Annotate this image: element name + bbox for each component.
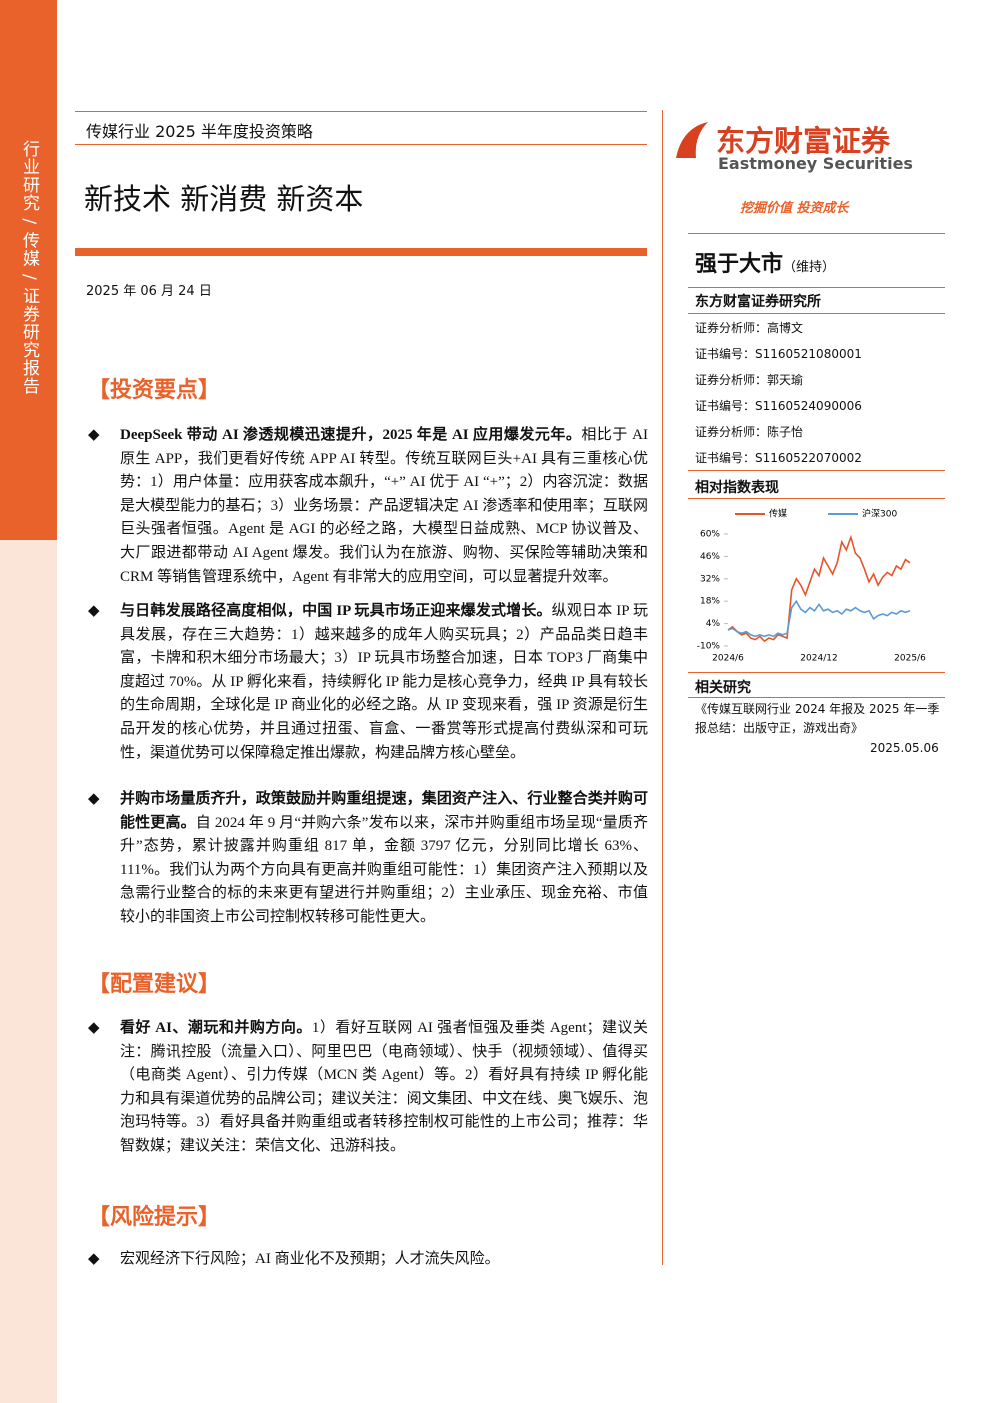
- item-body: 相比于 AI 原生 APP，我们更看好传统 APP AI 转型。传统互联网巨头+…: [120, 427, 648, 585]
- rule: [688, 697, 945, 698]
- rule: [688, 287, 945, 288]
- rule: [75, 144, 647, 145]
- item-text: 宏观经济下行风险；AI 商业化不及预期；人才流失风险。: [120, 1248, 648, 1272]
- report-date: 2025 年 06 月 24 日: [86, 284, 212, 299]
- rating-value: 强于大市: [695, 252, 784, 277]
- report-title: 新技术 新消费 新资本: [84, 182, 364, 216]
- bullet: ◆: [88, 1020, 100, 1036]
- bullet-item: ◆ 与日韩发展路径高度相似，中国 IP 玩具市场正迎来爆发式增长。纵观日本 IP …: [88, 600, 648, 765]
- sidebar: [0, 0, 57, 1403]
- item-body: 纵观日本 IP 玩具发展，存在三大趋势：1）越来越多的成年人购买玩具；2）产品品…: [120, 603, 648, 761]
- legend-label: 沪深300: [862, 508, 897, 520]
- bullet-item: ◆ 宏观经济下行风险；AI 商业化不及预期；人才流失风险。: [88, 1248, 648, 1272]
- rule: [688, 470, 945, 471]
- slogan: 挖掘价值 投资成长: [740, 201, 849, 216]
- chart-heading: 相对指数表现: [695, 480, 779, 496]
- item-text: 看好 AI、潮玩和并购方向。1）看好互联网 AI 强者恒强及垂类 Agent；建…: [120, 1017, 648, 1159]
- y-tick-label: 4%: [706, 619, 721, 629]
- rule: [75, 111, 647, 112]
- rule: [688, 313, 945, 314]
- section-heading: 【风险提示】: [88, 1204, 221, 1229]
- bullet-item: ◆ 并购市场量质齐升，政策鼓励并购重组提速，集团资产注入、行业整合类并购可能性更高…: [88, 788, 648, 930]
- analyst-line: 证书编号：S1160522070002: [695, 451, 862, 465]
- item-body: 1）看好互联网 AI 强者恒强及垂类 Agent；建议关注：腾讯控股（流量入口）…: [120, 1020, 648, 1154]
- sidebar-text: 行业研究 / 传媒 / 证券研究报告: [19, 140, 39, 396]
- related-heading: 相关研究: [695, 680, 751, 696]
- bullet: ◆: [88, 427, 100, 443]
- bullet: ◆: [88, 1251, 100, 1267]
- divider: [662, 110, 663, 1265]
- item-text: DeepSeek 带动 AI 渗透规模迅速提升，2025 年是 AI 应用爆发元…: [120, 424, 648, 589]
- x-tick-label: 2024/6: [712, 654, 744, 664]
- logo-cn: 东方财富证券: [716, 124, 891, 158]
- bullet-item: ◆ 看好 AI、潮玩和并购方向。1）看好互联网 AI 强者恒强及垂类 Agent；…: [88, 1017, 648, 1159]
- item-lead: 与日韩发展路径高度相似，中国 IP 玩具市场正迎来爆发式增长。: [120, 603, 552, 619]
- logo-en: Eastmoney Securities: [718, 154, 913, 173]
- item-lead: DeepSeek 带动 AI 渗透规模迅速提升，2025 年是 AI 应用爆发元…: [120, 427, 582, 443]
- y-tick-label: -10%: [697, 642, 721, 652]
- analyst-line: 证书编号：S1160521080001: [695, 347, 862, 361]
- section-heading: 【投资要点】: [88, 377, 221, 402]
- rating: 强于大市（维持）: [695, 246, 835, 278]
- item-lead: 看好 AI、潮玩和并购方向。: [120, 1020, 312, 1036]
- analyst-line: 证券分析师：郭天瑜: [695, 373, 804, 387]
- x-tick-label: 2025/6: [894, 654, 926, 664]
- x-tick-label: 2024/12: [800, 654, 837, 664]
- title-bar: [75, 248, 647, 256]
- item-lead: 并购市场量质齐升，政策鼓励并购重组提速，集团资产注入、行业整合类并购可能性更高。: [120, 791, 648, 831]
- y-tick-label: 32%: [700, 574, 720, 584]
- item-body: 宏观经济下行风险；AI 商业化不及预期；人才流失风险。: [120, 1251, 500, 1267]
- analyst-line: 证券分析师：高博文: [695, 321, 804, 335]
- related-title: 《传媒互联网行业 2024 年报及 2025 年一季报总结：出版守正，游戏出奇》: [695, 702, 940, 735]
- report-subtitle: 传媒行业 2025 半年度投资策略: [86, 122, 313, 141]
- y-tick-label: 46%: [700, 552, 720, 562]
- institute: 东方财富证券研究所: [695, 294, 821, 310]
- logo-icon: [676, 122, 708, 158]
- bullet: ◆: [88, 791, 100, 807]
- series-line: [727, 534, 911, 643]
- bullet: ◆: [88, 603, 100, 619]
- chart: 60% 46% 32% 18% 4% -10% 2024/6 2024/12 2025/6 传媒 沪…: [697, 508, 926, 664]
- y-tick-label: 18%: [700, 597, 720, 607]
- item-body: 自 2024 年 9 月“并购六条”发布以来，深市并购重组市场呈现“量质齐升”态…: [120, 814, 648, 925]
- legend-label: 传媒: [769, 508, 787, 520]
- analyst-line: 证书编号：S1160524090006: [695, 399, 862, 413]
- rule: [688, 672, 945, 673]
- logo-mark: [672, 118, 712, 166]
- y-tick-label: 60%: [700, 530, 720, 540]
- analyst-line: 证券分析师：陈子怡: [695, 425, 804, 439]
- rule: [688, 233, 945, 234]
- rule: [688, 498, 945, 499]
- item-text: 并购市场量质齐升，政策鼓励并购重组提速，集团资产注入、行业整合类并购可能性更高。…: [120, 788, 648, 930]
- item-text: 与日韩发展路径高度相似，中国 IP 玩具市场正迎来爆发式增长。纵观日本 IP 玩…: [120, 600, 648, 765]
- series-line: [727, 599, 911, 638]
- section-heading: 【配置建议】: [88, 971, 221, 996]
- logo-shape: [676, 122, 708, 158]
- related-date: 2025.05.06: [870, 741, 939, 755]
- bullet-item: ◆ DeepSeek 带动 AI 渗透规模迅速提升，2025 年是 AI 应用爆发…: [88, 424, 648, 589]
- rating-note: （维持）: [783, 260, 836, 275]
